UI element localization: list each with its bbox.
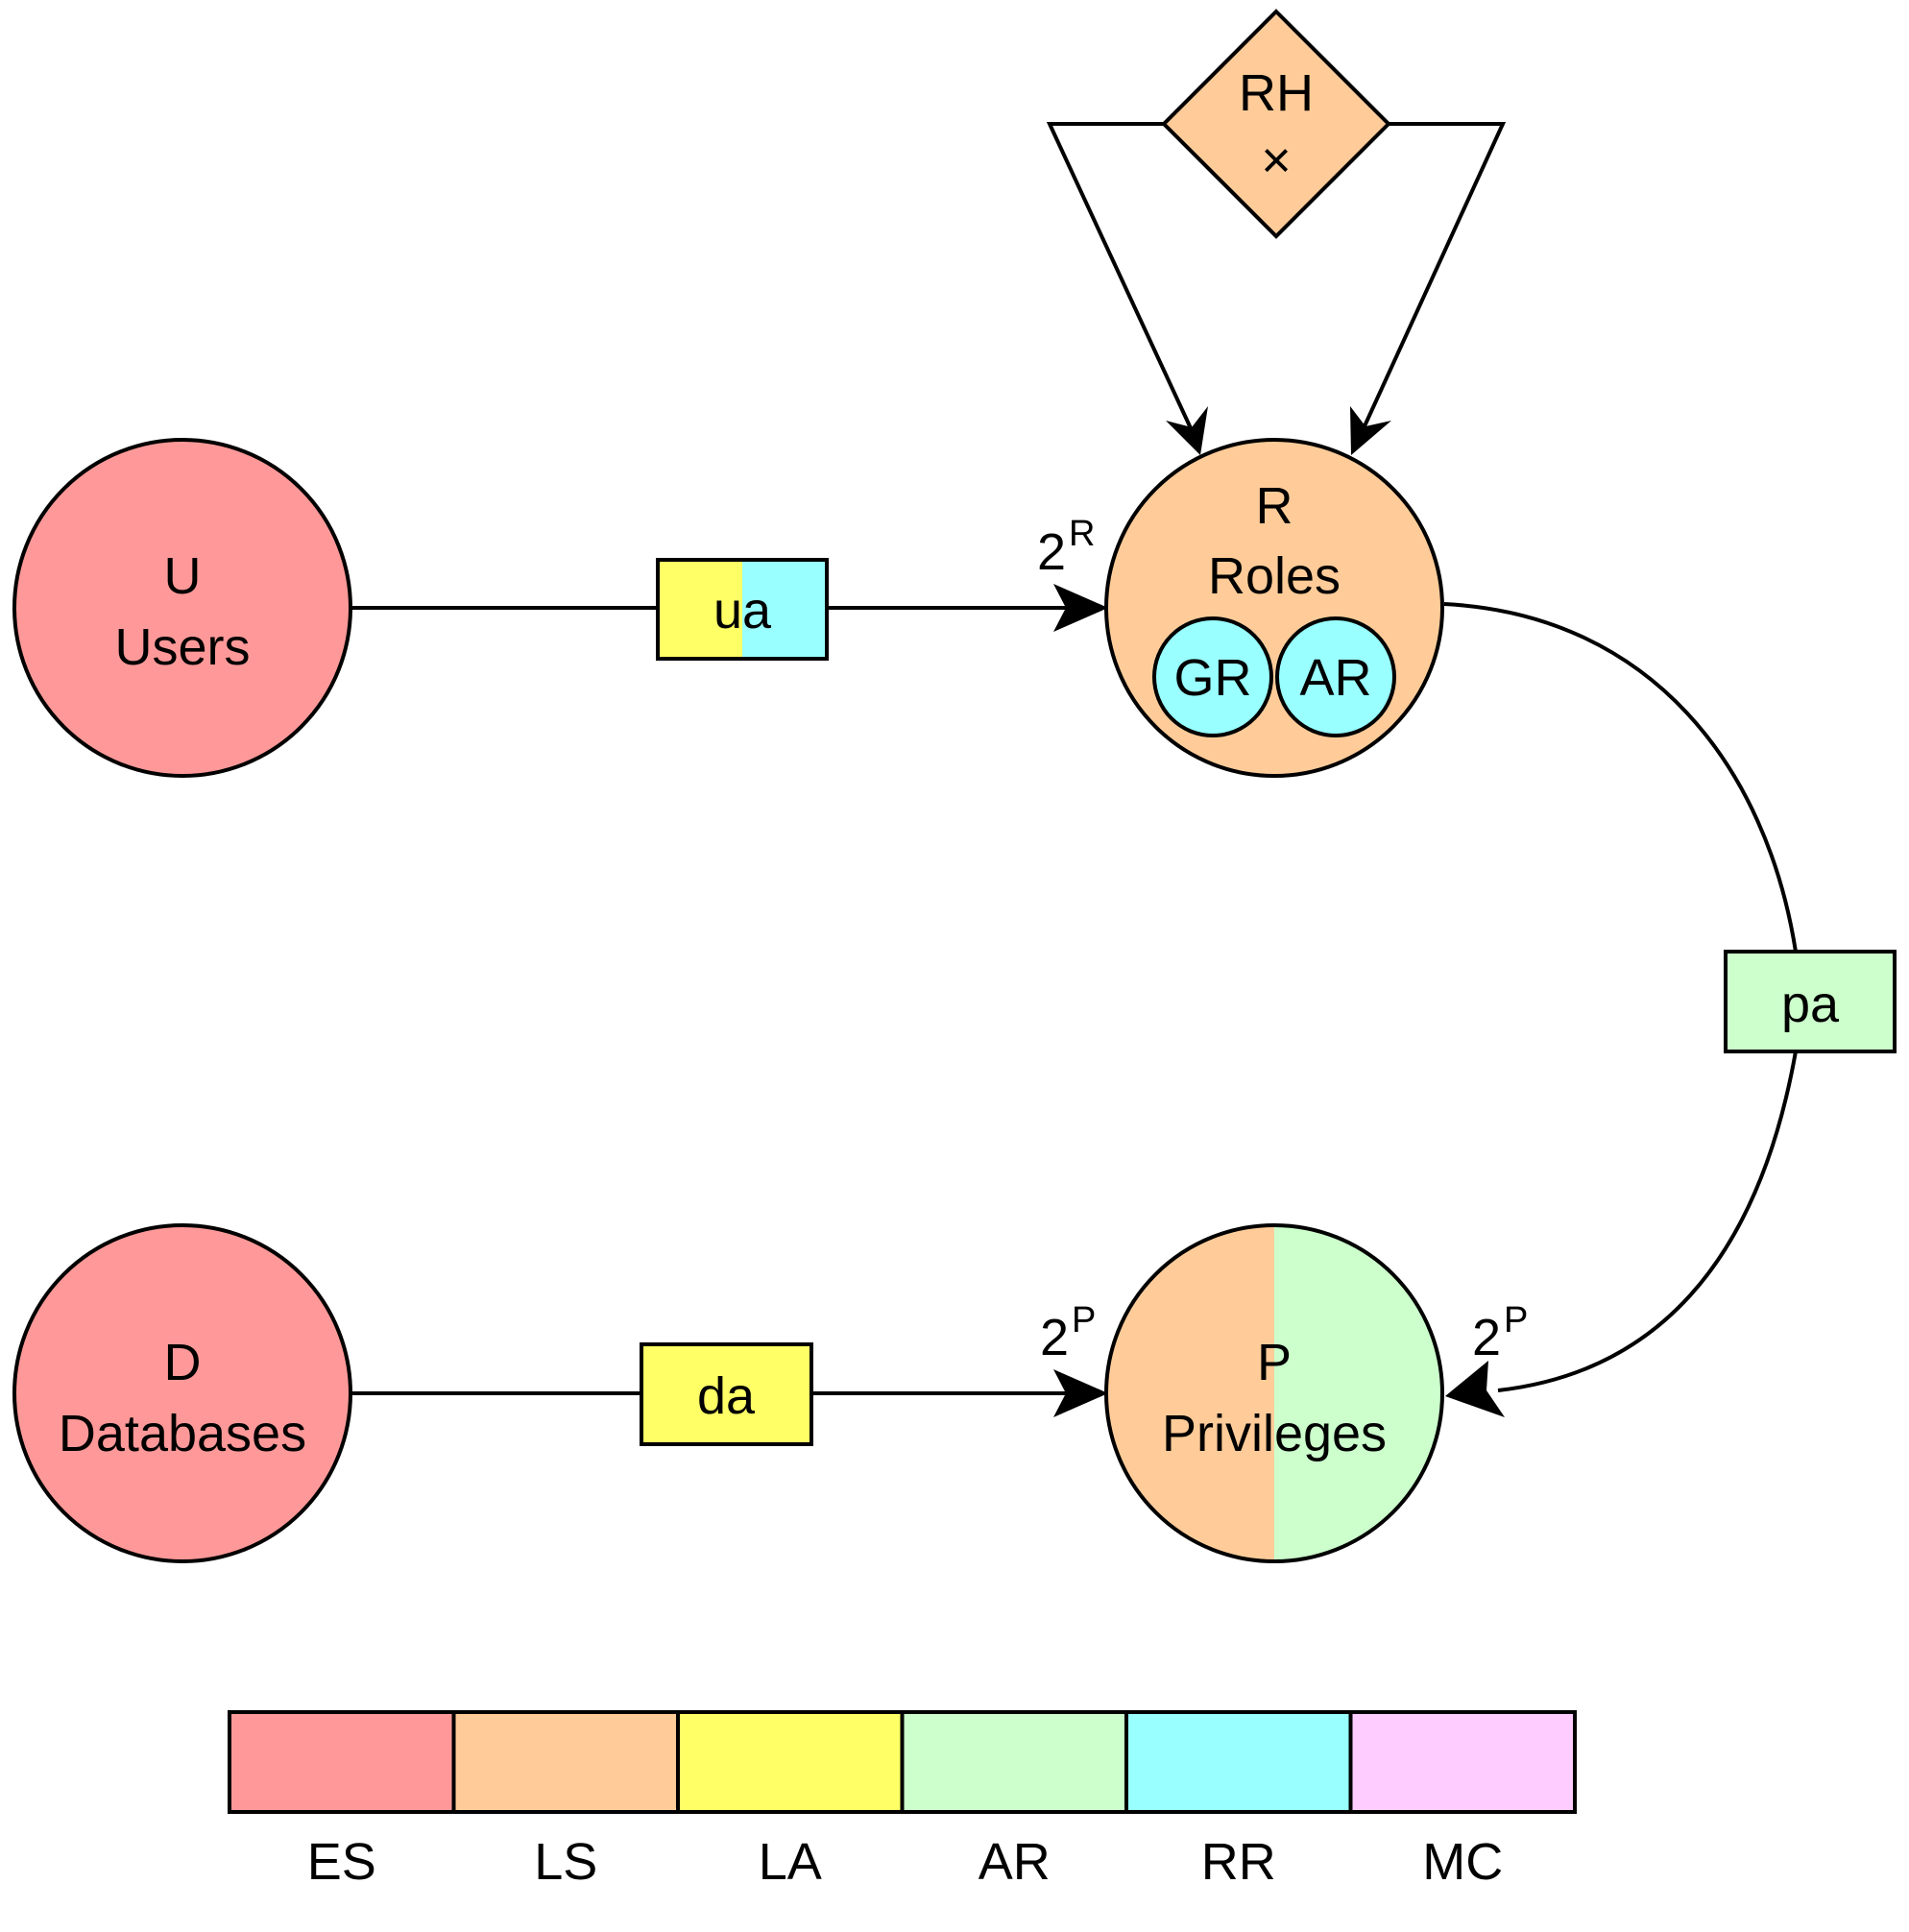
privileges-right-fill [1274, 1225, 1442, 1561]
databases-name: Databases [59, 1405, 306, 1462]
powerset-roles-base: 2 [1037, 523, 1066, 581]
legend-label-es: ES [307, 1833, 376, 1891]
ua-box[interactable]: ua [656, 558, 829, 661]
da-box[interactable]: da [640, 1342, 813, 1446]
legend-swatch-ar [900, 1710, 1128, 1814]
arrowhead-da [1053, 1369, 1108, 1417]
ua-left-fill [658, 560, 742, 659]
ua-label: ua [713, 582, 772, 640]
arrowhead-pa [1445, 1361, 1505, 1417]
powerset-priv-left: 2 P [1040, 1300, 1096, 1366]
legend-label-la: LA [759, 1833, 822, 1891]
ua-right-fill [742, 560, 827, 659]
privileges-circle [1104, 1223, 1444, 1563]
powerset-priv-left-base: 2 [1040, 1309, 1069, 1366]
legend-swatch-mc [1348, 1710, 1577, 1814]
ar-circle [1275, 616, 1396, 737]
edge-pa [1443, 602, 1798, 1417]
legend-swatch-la [676, 1710, 905, 1814]
gr-node[interactable]: GR [1152, 616, 1273, 737]
pa-rect [1724, 950, 1897, 1053]
users-name: Users [114, 618, 250, 676]
pa-label: pa [1781, 976, 1840, 1033]
da-label: da [697, 1367, 756, 1425]
rh-diamond-shape [1161, 9, 1391, 239]
ar-node[interactable]: AR [1275, 616, 1396, 737]
da-rect [640, 1342, 813, 1446]
rh-edges [1046, 122, 1507, 455]
privileges-left-fill [1106, 1225, 1274, 1561]
users-node[interactable]: U Users [12, 438, 352, 778]
privileges-name: Privileges [1162, 1405, 1387, 1462]
users-circle [12, 438, 352, 778]
legend-label-rr: RR [1201, 1833, 1276, 1891]
ar-label: AR [1299, 649, 1371, 707]
powerset-roles-sup: R [1069, 514, 1095, 554]
legend-label-ar: AR [979, 1833, 1051, 1891]
databases-circle [12, 1223, 352, 1563]
rh-symbol: × [1261, 132, 1292, 189]
edge-ua [350, 584, 1108, 632]
edge-da [350, 1369, 1108, 1417]
pa-box[interactable]: pa [1724, 950, 1897, 1053]
privileges-node[interactable]: P Privileges [1104, 1223, 1444, 1563]
arrowhead-rh-right [1350, 406, 1391, 455]
privileges-symbol: P [1257, 1334, 1292, 1391]
legend-swatch-rr [1124, 1710, 1353, 1814]
gr-circle [1152, 616, 1273, 737]
users-symbol: U [164, 547, 202, 605]
gr-label: GR [1174, 649, 1252, 707]
legend-swatch-es [228, 1710, 456, 1814]
rh-diamond[interactable]: RH × [1161, 9, 1391, 239]
powerset-priv-right-base: 2 [1472, 1309, 1501, 1366]
powerset-roles: 2 R [1037, 514, 1095, 581]
legend-label-mc: MC [1422, 1833, 1503, 1891]
databases-symbol: D [164, 1334, 202, 1391]
rh-label: RH [1239, 64, 1314, 122]
ua-border [656, 558, 829, 661]
roles-name: Roles [1208, 547, 1341, 605]
roles-symbol: R [1256, 477, 1293, 535]
powerset-priv-left-sup: P [1072, 1300, 1096, 1340]
legend-swatch-ls [451, 1710, 680, 1814]
color-legend: ES LS LA AR RR MC [228, 1710, 1577, 1891]
databases-node[interactable]: D Databases [12, 1223, 352, 1563]
powerset-priv-right-sup: P [1504, 1300, 1528, 1340]
powerset-priv-right: 2 P [1472, 1300, 1528, 1366]
roles-node[interactable]: R Roles GR AR [1104, 438, 1444, 778]
arrowhead-rh-left [1166, 406, 1208, 455]
legend-label-ls: LS [534, 1833, 597, 1891]
arrowhead-ua [1053, 584, 1108, 632]
